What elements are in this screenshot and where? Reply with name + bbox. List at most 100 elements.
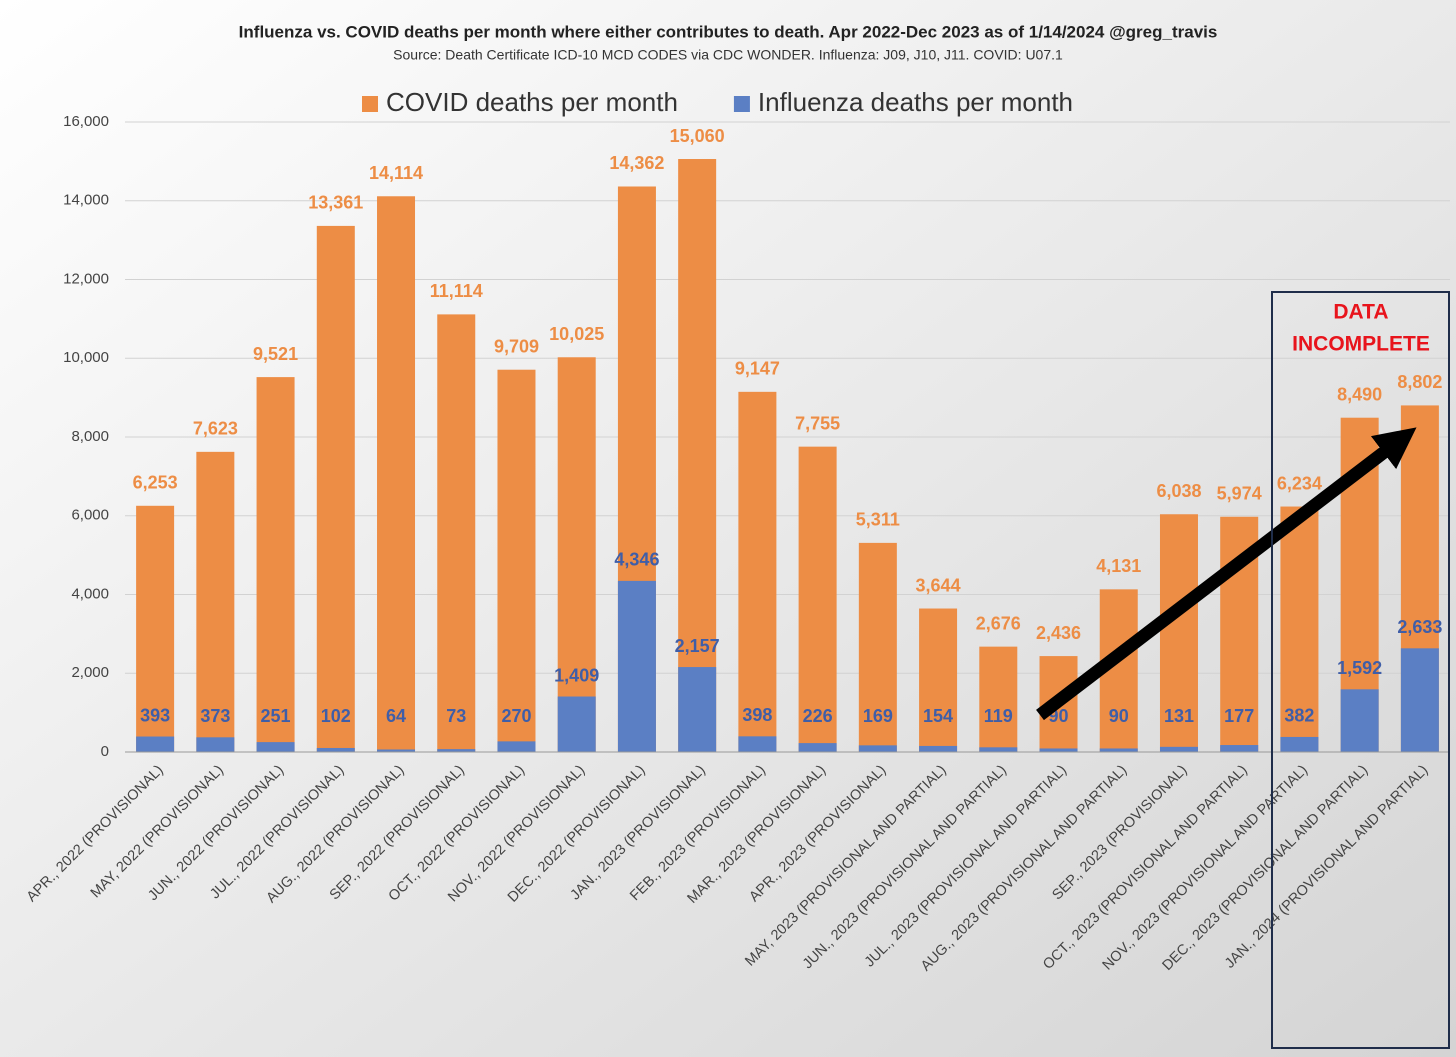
bar (256, 377, 295, 752)
value-label: 270 (501, 706, 531, 726)
y-tick-label: 8,000 (71, 428, 109, 445)
bar (678, 159, 717, 752)
value-label: 382 (1284, 706, 1314, 726)
chart-title: Influenza vs. COVID deaths per month whe… (239, 22, 1218, 41)
value-label: 9,147 (735, 359, 780, 379)
bar (1400, 648, 1439, 752)
chart-subtitle: Source: Death Certificate ICD-10 MCD COD… (393, 47, 1063, 63)
value-label: 6,234 (1277, 473, 1322, 493)
bar (617, 580, 656, 752)
value-label: 2,436 (1036, 623, 1081, 643)
bar (437, 749, 476, 752)
bar (136, 505, 175, 752)
value-label: 154 (923, 706, 953, 726)
legend-swatch (362, 96, 378, 112)
value-label: 226 (803, 706, 833, 726)
bar (1159, 746, 1198, 752)
value-label: 8,802 (1397, 372, 1442, 392)
bar (196, 451, 235, 752)
bar (798, 743, 837, 752)
trend-arrow (1036, 427, 1417, 721)
value-label: 1,592 (1337, 658, 1382, 678)
y-tick-label: 12,000 (63, 270, 109, 287)
bar (1220, 745, 1259, 752)
bar (1099, 748, 1138, 752)
y-tick-label: 0 (101, 743, 109, 760)
legend-label: Influenza deaths per month (758, 87, 1073, 117)
y-tick-label: 10,000 (63, 349, 109, 366)
bar (316, 225, 355, 752)
bar (497, 741, 536, 752)
value-label: 11,114 (430, 281, 483, 301)
value-label: 131 (1164, 706, 1194, 726)
value-label: 8,490 (1337, 384, 1382, 404)
bar (678, 667, 717, 752)
value-label: 251 (261, 706, 291, 726)
y-tick-label: 4,000 (71, 585, 109, 602)
bar (919, 745, 958, 752)
y-tick-label: 14,000 (63, 192, 109, 209)
bar (1280, 506, 1319, 752)
value-label: 6,038 (1156, 481, 1201, 501)
value-label: 7,623 (193, 419, 238, 439)
bar (858, 745, 897, 752)
bar (557, 357, 596, 752)
value-label: 3,644 (916, 575, 961, 595)
value-label: 177 (1224, 706, 1254, 726)
y-tick-label: 16,000 (63, 113, 109, 130)
bar (1280, 736, 1319, 752)
bar (377, 196, 416, 753)
value-label: 373 (200, 706, 230, 726)
bar (316, 747, 355, 752)
bar (858, 542, 897, 752)
bar (196, 737, 235, 752)
value-label: 1,409 (554, 665, 599, 685)
bar (979, 747, 1018, 752)
bar (738, 736, 777, 752)
value-label: 6,253 (133, 473, 178, 493)
value-label: 2,676 (976, 613, 1021, 633)
bar (1340, 689, 1379, 752)
bar (1039, 748, 1078, 752)
bar (738, 391, 777, 752)
incomplete-box (1271, 291, 1450, 1049)
value-label: 13,361 (308, 193, 363, 213)
value-label: 4,131 (1096, 556, 1141, 576)
legend-label: COVID deaths per month (386, 87, 678, 117)
value-label: 2,633 (1397, 617, 1442, 637)
bar (798, 446, 837, 752)
bar (979, 646, 1018, 752)
value-label: 90 (1109, 706, 1129, 726)
value-label: 102 (321, 706, 351, 726)
y-tick-label: 2,000 (71, 664, 109, 681)
value-label: 9,709 (494, 336, 539, 356)
value-label: 4,346 (614, 550, 659, 570)
value-label: 7,755 (795, 413, 840, 433)
bar (136, 736, 175, 752)
value-label: 64 (386, 706, 406, 726)
annotation: DATA (1333, 301, 1388, 324)
value-label: 119 (984, 706, 1013, 726)
bar (919, 608, 958, 752)
value-label: 10,025 (549, 324, 604, 344)
bar (437, 314, 476, 752)
value-label: 169 (863, 706, 893, 726)
value-label: 398 (742, 705, 772, 725)
bar (377, 749, 416, 752)
bar (497, 369, 536, 752)
bar (256, 742, 295, 752)
value-label: 5,311 (856, 510, 900, 530)
legend-swatch (733, 96, 750, 112)
y-tick-label: 6,000 (71, 507, 109, 524)
value-label: 5,974 (1217, 484, 1262, 504)
value-label: 2,157 (675, 636, 720, 656)
value-label: 14,114 (369, 163, 423, 183)
annotation: INCOMPLETE (1292, 333, 1430, 356)
bar (557, 696, 596, 752)
bar (1159, 514, 1198, 752)
value-label: 14,362 (609, 153, 664, 173)
value-label: 73 (446, 706, 466, 726)
value-label: 15,060 (670, 126, 725, 146)
